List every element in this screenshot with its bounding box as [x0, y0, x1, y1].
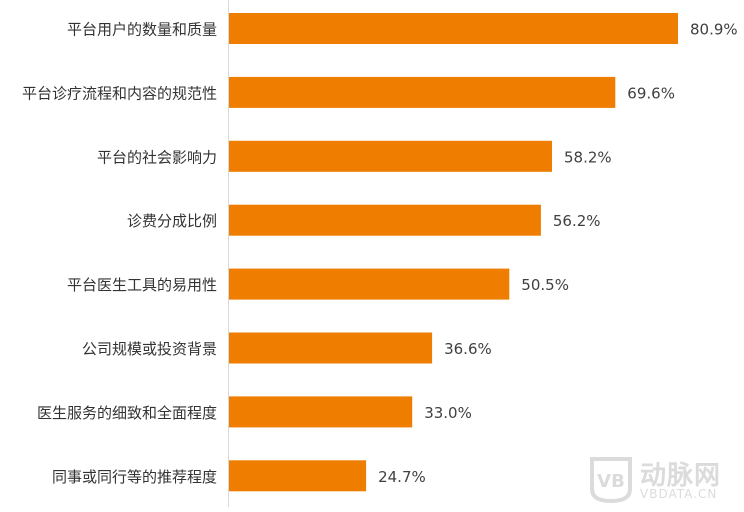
- watermark-url-text: VBDATA.CN: [640, 487, 718, 501]
- value-label-3: 58.2%: [564, 148, 612, 166]
- value-label-2: 69.6%: [627, 84, 675, 102]
- vbdata-watermark: VB 动脉网 VBDATA.CN: [588, 455, 738, 507]
- category-labels-group: 平台用户的数量和质量平台诊疗流程和内容的规范性平台的社会影响力诊费分成比例平台医…: [22, 21, 217, 486]
- category-label-6: 公司规模或投资背景: [82, 340, 217, 358]
- category-label-8: 同事或同行等的推荐程度: [52, 468, 217, 486]
- bar-7: [229, 396, 413, 428]
- svg-text:VB: VB: [597, 471, 625, 492]
- watermark-logo-text: 动脉网: [640, 461, 722, 491]
- value-label-6: 36.6%: [444, 340, 492, 358]
- value-label-8: 24.7%: [378, 468, 426, 486]
- value-label-4: 56.2%: [553, 212, 601, 230]
- category-label-5: 平台医生工具的易用性: [67, 276, 217, 294]
- bar-2: [229, 76, 616, 108]
- value-label-5: 50.5%: [521, 276, 569, 294]
- category-label-2: 平台诊疗流程和内容的规范性: [22, 84, 217, 102]
- bar-1: [229, 13, 678, 44]
- bars-group: [229, 13, 678, 492]
- bar-6: [229, 332, 433, 364]
- bar-5: [229, 268, 510, 300]
- bar-8: [229, 460, 367, 492]
- category-label-3: 平台的社会影响力: [97, 148, 217, 166]
- category-label-4: 诊费分成比例: [127, 212, 217, 230]
- value-labels-group: 80.9% 69.6% 58.2% 56.2% 50.5% 36.6% 33.0% 24.7%: [378, 21, 738, 486]
- value-label-7: 33.0%: [424, 404, 472, 422]
- bar-4: [229, 204, 541, 236]
- category-label-7: 医生服务的细致和全面程度: [37, 404, 217, 422]
- category-label-1: 平台用户的数量和质量: [67, 21, 217, 39]
- bar-3: [229, 140, 552, 172]
- vb-logo-icon: VB: [590, 457, 632, 504]
- value-label-1: 80.9%: [690, 21, 738, 39]
